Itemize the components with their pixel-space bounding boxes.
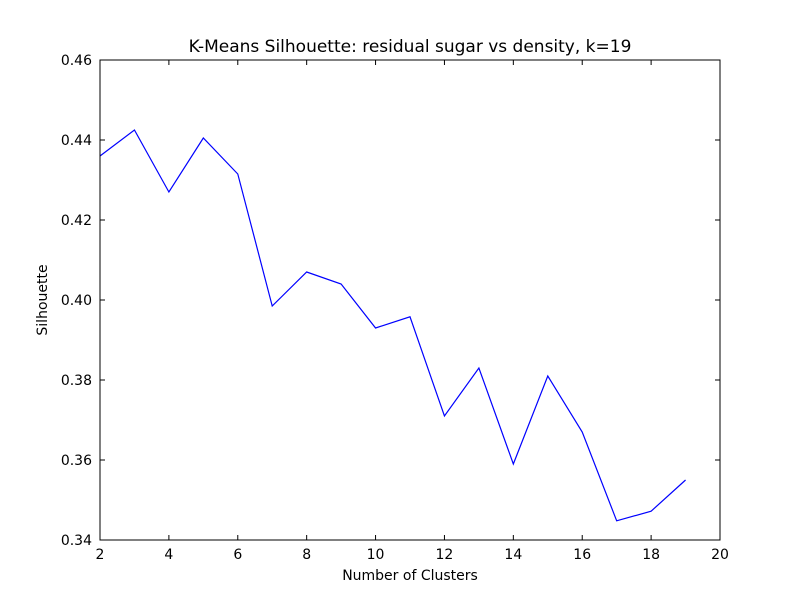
x-tick-label: 16 — [573, 547, 591, 563]
x-tick-label: 6 — [233, 547, 242, 563]
series-layer — [99, 129, 686, 522]
x-tick-label: 12 — [436, 547, 454, 563]
x-tick-label: 2 — [96, 547, 105, 563]
chart-title: K-Means Silhouette: residual sugar vs de… — [189, 37, 632, 57]
x-tick-label: 8 — [302, 547, 311, 563]
x-tick-label: 4 — [164, 547, 173, 563]
y-axis-label: Silhouette — [35, 264, 51, 335]
y-tick-label: 0.40 — [61, 293, 92, 309]
x-tick-label: 10 — [367, 547, 385, 563]
y-tick-label: 0.46 — [61, 53, 92, 69]
x-axis-label: Number of Clusters — [342, 568, 478, 584]
series-line — [99, 129, 686, 522]
ticks-layer: 2 4 6 8 10 12 14 16 18 20 0.34 0.36 0.38 0.40 0.42 0.44… — [61, 53, 729, 563]
x-tick-label: 14 — [504, 547, 522, 563]
x-tick-label: 20 — [711, 547, 729, 563]
x-tick-label: 18 — [642, 547, 660, 563]
y-tick-label: 0.42 — [61, 213, 92, 229]
y-tick-label: 0.44 — [61, 133, 92, 149]
y-tick-label: 0.36 — [61, 453, 92, 469]
y-tick-label: 0.38 — [61, 373, 92, 389]
y-tick-label: 0.34 — [61, 533, 92, 549]
plot-area — [100, 60, 720, 540]
